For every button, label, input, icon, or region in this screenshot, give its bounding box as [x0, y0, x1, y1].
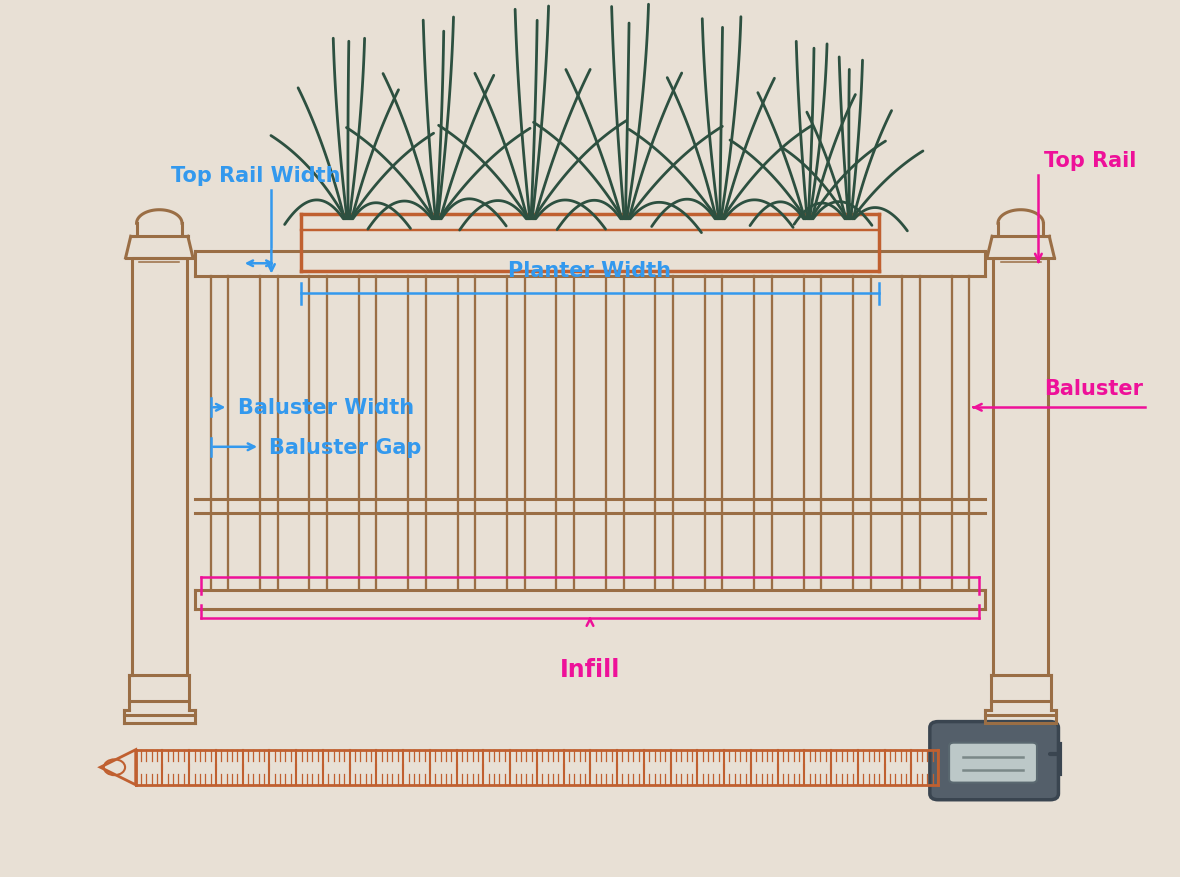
Text: Baluster: Baluster	[1044, 379, 1143, 399]
Text: Baluster Width: Baluster Width	[237, 398, 414, 417]
Text: Top Rail Width: Top Rail Width	[171, 166, 341, 186]
Text: Planter Width: Planter Width	[509, 260, 671, 281]
Text: Infill: Infill	[559, 658, 621, 681]
FancyBboxPatch shape	[930, 722, 1058, 800]
FancyBboxPatch shape	[949, 743, 1037, 782]
Text: Top Rail: Top Rail	[1044, 151, 1136, 171]
Text: Baluster Gap: Baluster Gap	[269, 438, 421, 457]
